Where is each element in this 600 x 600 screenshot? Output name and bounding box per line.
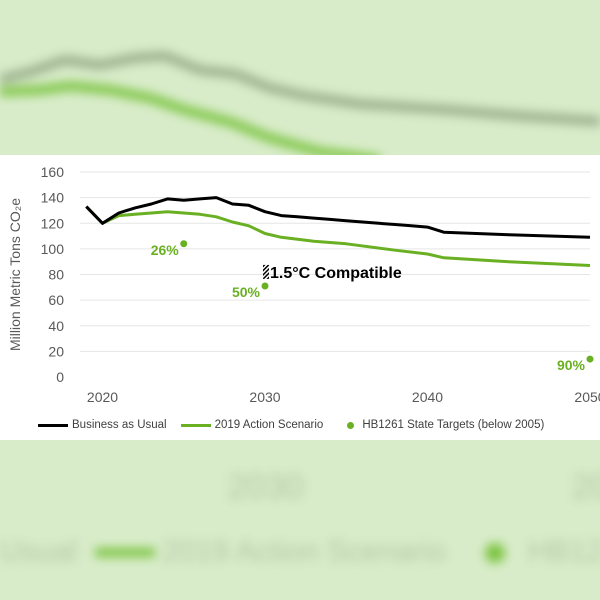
y-tick-label: 160 [41,164,65,180]
bg-legend-action-line [95,548,155,557]
gridlines [80,171,590,352]
target-points: 26% 50% 90% [151,240,594,373]
y-tick-label: 100 [41,241,65,257]
legend-item-targets: HB1261 State Targets (below 2005) [337,419,544,431]
annotation: 1.5°C Compatible [263,264,402,282]
bg-year-2050: 20 [572,468,600,506]
y-tick-label: 120 [41,215,65,231]
target-point [261,282,269,290]
bg-legend-action: 2019 Action Scenario [162,535,446,568]
y-axis-ticks: 0 20 40 60 80 100 120 140 160 [41,164,65,385]
y-tick-label: 20 [48,343,64,359]
target-label: 90% [557,357,586,373]
legend-swatch-targets [347,421,355,429]
y-tick-label: 0 [56,369,64,385]
x-tick-label: 2040 [412,389,443,405]
legend-item-action: 2019 Action Scenario [180,419,324,431]
target-point [586,355,594,363]
series-line-2019-action-scenario [85,205,591,267]
legend-swatch-business [38,423,68,427]
legend-item-business: Business as Usual [38,419,167,431]
annotation-label: 1.5°C Compatible [270,265,402,282]
y-tick-label: 140 [41,190,65,206]
y-tick-label: 60 [48,292,64,308]
bg-legend-targets: HB12 [528,535,600,568]
bg-year-2030: 2030 [228,468,304,506]
y-tick-label: 40 [48,318,64,334]
legend-label-business: Business as Usual [72,419,167,431]
bg-legend-business: Usual [0,535,77,568]
bg-action-line [0,81,381,165]
legend-label-action: 2019 Action Scenario [214,419,324,431]
y-axis-label: Million Metric Tons CO₂e [7,198,23,351]
x-tick-label: 2020 [87,389,118,405]
target-label: 50% [232,284,261,300]
bg-legend-target-dot [485,543,505,563]
x-axis-ticks: 2020 2030 2040 2050 [87,389,600,405]
hatched-marker [263,264,269,279]
legend: Business as Usual 2019 Action Scenario H… [38,417,558,433]
bg-business-line [0,51,600,126]
legend-label-targets: HB1261 State Targets (below 2005) [362,419,545,431]
x-tick-label: 2030 [249,389,280,405]
target-label: 26% [151,242,180,258]
legend-swatch-action [180,423,211,427]
y-tick-label: 80 [48,267,64,283]
x-tick-label: 2050 [574,389,600,405]
series-line-business-as-usual [85,196,591,239]
target-point [180,240,188,248]
series-lines [85,196,591,267]
